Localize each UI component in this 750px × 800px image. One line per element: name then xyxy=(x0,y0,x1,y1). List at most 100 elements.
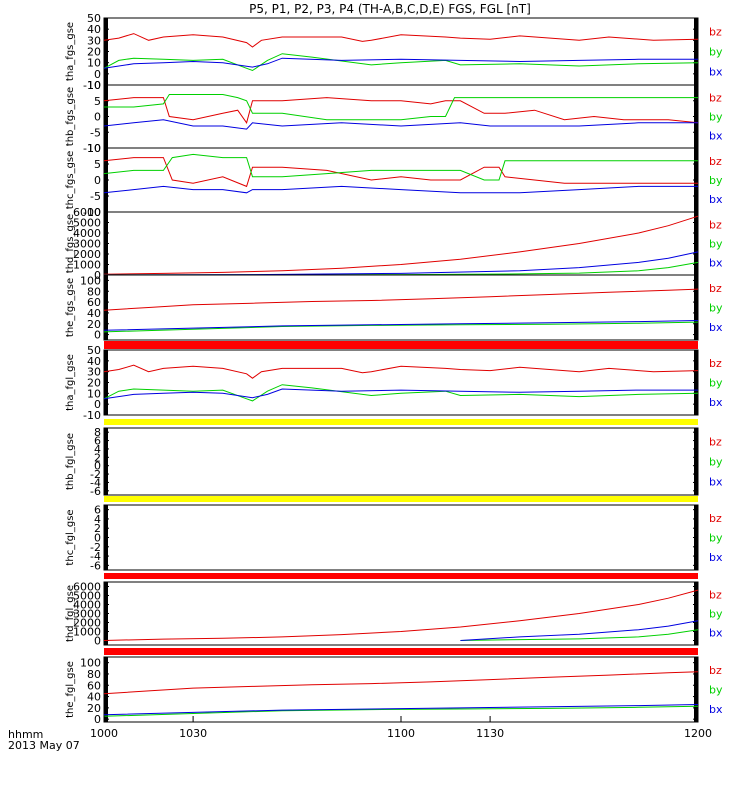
y-tick-label: 5000 xyxy=(73,217,101,230)
y-tick-label: 4000 xyxy=(73,227,101,240)
x-tick-label: 1200 xyxy=(684,727,712,740)
y-tick-label: 0 xyxy=(94,635,101,648)
y-tick-label: 0 xyxy=(94,269,101,282)
y-tick-label: 0 xyxy=(94,713,101,726)
y-tick-label: 40 xyxy=(87,23,101,36)
time-format-label: hhmm xyxy=(8,728,43,741)
panel-thb_fgs_gse: -10 -5 0 5 10 thb_fgs_gse bz by bx xyxy=(65,79,723,155)
panel-frame xyxy=(103,274,699,341)
y-tick-label: 80 xyxy=(87,668,101,681)
status-bar xyxy=(104,648,698,655)
y-tick-label: 10 xyxy=(87,387,101,400)
legend-bz: bz xyxy=(709,512,722,525)
legend-by: by xyxy=(709,377,723,390)
y-axis-label: tha_fgs_gse xyxy=(65,22,76,81)
y-tick-label: 0 xyxy=(94,532,101,545)
y-tick-label: 50 xyxy=(87,12,101,25)
y-tick-label: 5 xyxy=(94,95,101,108)
series-by xyxy=(460,629,699,641)
series-bz xyxy=(103,97,699,124)
series-by xyxy=(103,153,698,181)
series-by xyxy=(103,53,699,72)
y-tick-label: 0 xyxy=(94,174,101,187)
y-tick-label: -5 xyxy=(90,190,101,203)
legend-bx: bx xyxy=(709,66,723,79)
legend-by: by xyxy=(709,238,723,251)
date-label: 2013 May 07 xyxy=(8,739,80,752)
y-tick-label: -10 xyxy=(83,206,101,219)
y-tick-label: 60 xyxy=(87,679,101,692)
y-tick-label: -2 xyxy=(90,541,101,554)
y-tick-label: 20 xyxy=(87,318,101,331)
panel-frame xyxy=(103,17,699,86)
legend-by: by xyxy=(709,608,723,621)
y-tick-label: 8 xyxy=(94,426,101,439)
legend-bx: bx xyxy=(709,626,723,639)
y-tick-label: 40 xyxy=(87,355,101,368)
flag-strip-right xyxy=(694,428,698,495)
panel-frame xyxy=(103,427,699,496)
series-by xyxy=(103,705,699,717)
series-bz xyxy=(103,288,699,311)
y-tick-label: 20 xyxy=(87,702,101,715)
y-tick-label: -10 xyxy=(83,79,101,92)
legend-bz: bz xyxy=(709,664,722,677)
series-by xyxy=(103,384,699,402)
legend-bx: bx xyxy=(709,321,723,334)
y-tick-label: 1000 xyxy=(73,626,101,639)
y-tick-label: 80 xyxy=(87,285,101,298)
legend-bz: bz xyxy=(709,282,722,295)
y-axis-label: the_fgl_gse xyxy=(65,661,76,718)
y-axis-label: thd_fgl_gse xyxy=(65,585,76,642)
legend-bx: bx xyxy=(709,129,723,142)
series-bz xyxy=(103,215,699,275)
y-tick-label: 4 xyxy=(94,443,101,456)
y-tick-label: 10 xyxy=(87,57,101,70)
legend-bz: bz xyxy=(709,92,722,105)
legend-by: by xyxy=(709,46,723,59)
flag-strip-left xyxy=(104,657,108,722)
legend-by: by xyxy=(709,174,723,187)
legend-bz: bz xyxy=(709,435,722,448)
flag-strip-left xyxy=(104,428,108,495)
y-tick-label: -5 xyxy=(90,126,101,139)
series-bx xyxy=(103,388,698,400)
status-bar xyxy=(104,496,698,502)
y-tick-label: 40 xyxy=(87,307,101,320)
y-tick-label: 100 xyxy=(80,274,101,287)
y-axis-label: thc_fgl_gse xyxy=(65,509,76,565)
y-tick-label: 10 xyxy=(87,142,101,155)
y-axis-label: the_fgs_gse xyxy=(65,278,76,337)
series-bx xyxy=(460,620,699,641)
panel-frame xyxy=(103,581,699,646)
y-tick-label: -10 xyxy=(83,409,101,422)
series-bx xyxy=(103,320,699,331)
legend-by: by xyxy=(709,456,723,469)
legend-by: by xyxy=(709,684,723,697)
flag-strip-right xyxy=(694,275,698,340)
y-tick-label: 0 xyxy=(94,329,101,342)
x-tick-label: 1100 xyxy=(387,727,415,740)
legend-bz: bz xyxy=(709,155,722,168)
y-tick-label: 30 xyxy=(87,34,101,47)
status-bar xyxy=(104,573,698,579)
y-tick-label: 5 xyxy=(94,158,101,171)
y-axis-label: tha_fgl_gse xyxy=(65,354,76,411)
y-tick-label: -10 xyxy=(83,142,101,155)
legend-bx: bx xyxy=(709,551,723,564)
y-tick-label: 10 xyxy=(87,79,101,92)
y-tick-label: 4000 xyxy=(73,599,101,612)
series-bz xyxy=(103,589,699,641)
y-tick-label: -6 xyxy=(90,559,101,572)
y-tick-label: 6 xyxy=(94,504,101,517)
series-bz xyxy=(103,671,699,695)
legend-by: by xyxy=(709,302,723,315)
legend-bz: bz xyxy=(709,357,722,370)
